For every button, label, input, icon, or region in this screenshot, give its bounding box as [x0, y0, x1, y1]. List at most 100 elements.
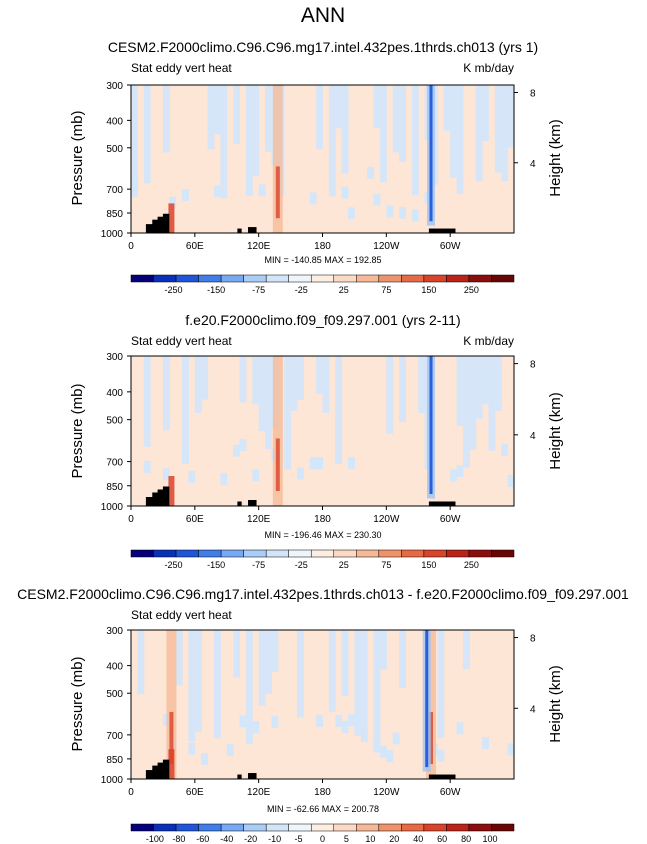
x-tick-label: 60E [186, 787, 204, 798]
field-negative-patch [265, 630, 272, 694]
field-negative-patch [354, 630, 362, 736]
panel-1-left-label: Stat eddy vert heat [131, 61, 232, 75]
field-negative-patch [143, 460, 151, 473]
colorbar-label: -40 [220, 834, 233, 844]
panel-1-y2label: Height (km) [547, 119, 564, 197]
colorbar-box [175, 274, 199, 283]
colorbar-box [198, 549, 222, 558]
field-negative-patch [399, 85, 406, 162]
field-positive-streak [272, 85, 283, 233]
terrain-block [152, 492, 161, 506]
field-negative-patch [392, 85, 400, 153]
field-surface-peak [168, 749, 175, 779]
colorbar-box [491, 823, 515, 832]
field-negative-patch [469, 356, 477, 450]
panel-3-title: CESM2.F2000climo.C96.C96.mg17.intel.432p… [17, 586, 629, 602]
colorbar-box [265, 274, 289, 283]
colorbar-box [198, 823, 222, 832]
field-negative-patch [258, 356, 266, 432]
colorbar-label: -25 [295, 560, 308, 570]
panel-3-stats: MIN = -62.66 MAX = 200.78 [267, 804, 379, 814]
field-negative-patch [475, 85, 483, 182]
colorbar-label: 250 [464, 560, 479, 570]
y-tick-label: 500 [106, 144, 123, 155]
colorbar-label: -150 [207, 560, 225, 570]
x-tick-label: 120E [247, 787, 271, 798]
field-negative-patch [143, 85, 151, 184]
panel-2-title: f.e20.F2000climo.f09_f09.297.001 (yrs 2-… [185, 312, 460, 328]
y2-tick-label: 8 [530, 634, 536, 645]
field-positive-core [169, 711, 174, 765]
y-tick-label: 500 [106, 689, 123, 700]
colorbar-label: 40 [413, 834, 423, 844]
field-negative-patch [462, 356, 470, 468]
field-negative-patch [182, 356, 189, 456]
field-negative-patch [265, 356, 272, 450]
field-negative-patch [220, 472, 228, 485]
colorbar-box [220, 823, 244, 832]
y-tick-label: 400 [106, 388, 123, 399]
colorbar-label: 5 [344, 834, 349, 844]
colorbar-box [401, 274, 425, 283]
x-tick-label: 0 [128, 787, 134, 798]
field-negative-patch [456, 722, 464, 735]
field-negative-patch [328, 85, 336, 189]
main-title: ANN [301, 4, 345, 27]
y-tick-label: 850 [106, 482, 123, 493]
panel-2-ylabel: Pressure (mb) [69, 383, 86, 478]
y2-tick-label: 4 [530, 159, 536, 170]
panel-2-stats: MIN = -196.46 MAX = 230.30 [264, 530, 381, 540]
field-negative-patch [348, 456, 355, 469]
field-negative-patch [507, 475, 515, 488]
x-tick-label: 120W [373, 787, 400, 798]
y-tick-label: 300 [106, 352, 123, 363]
x-tick-label: 120E [247, 241, 271, 252]
field-negative-patch [456, 85, 464, 194]
field-negative-patch [507, 743, 515, 756]
y-tick-label: 500 [106, 416, 123, 427]
field-negative-patch [360, 729, 368, 742]
y-tick-label: 400 [106, 116, 123, 127]
panel-1-ylabel: Pressure (mb) [69, 110, 86, 205]
colorbar-label: 75 [381, 560, 391, 570]
field-negative-patch [437, 749, 445, 762]
colorbar-box [265, 823, 289, 832]
terrain-block [162, 486, 170, 506]
field-negative-patch [341, 720, 349, 733]
colorbar-box [288, 823, 312, 832]
field-surface-peak [168, 476, 175, 506]
y-tick-label: 1000 [101, 502, 124, 513]
colorbar-label: -100 [146, 834, 164, 844]
colorbar-box [491, 274, 515, 283]
colorbar-box [243, 274, 267, 283]
field-positive-streak [426, 630, 437, 779]
field-negative-patch [411, 209, 419, 222]
colorbar-label: -250 [165, 560, 183, 570]
field-negative-patch [494, 85, 502, 173]
colorbar-label: 80 [461, 834, 471, 844]
colorbar-box [356, 274, 380, 283]
field-negative-patch [335, 356, 343, 465]
field-negative-patch [335, 85, 343, 129]
field-negative-patch [213, 630, 221, 739]
field-negative-patch [316, 356, 323, 394]
field-negative-patch [182, 451, 189, 464]
field-negative-patch [162, 713, 170, 726]
field-negative-patch [328, 184, 336, 197]
field-negative-patch [341, 186, 349, 199]
field-positive-streak [166, 630, 177, 779]
field-negative-patch [379, 745, 387, 758]
field-negative-patch [399, 356, 406, 422]
field-negative-patch [482, 85, 489, 142]
field-negative-patch [341, 85, 349, 174]
colorbar-box [175, 549, 199, 558]
colorbar-box [468, 823, 492, 832]
y-tick-label: 700 [106, 731, 123, 742]
colorbar-label: 100 [483, 834, 498, 844]
x-tick-label: 60E [186, 514, 204, 525]
field-positive-streak [272, 356, 283, 506]
field-negative-patch [450, 85, 458, 178]
colorbar-box [401, 823, 425, 832]
field-positive-core [275, 438, 280, 491]
terrain-block [162, 759, 170, 779]
